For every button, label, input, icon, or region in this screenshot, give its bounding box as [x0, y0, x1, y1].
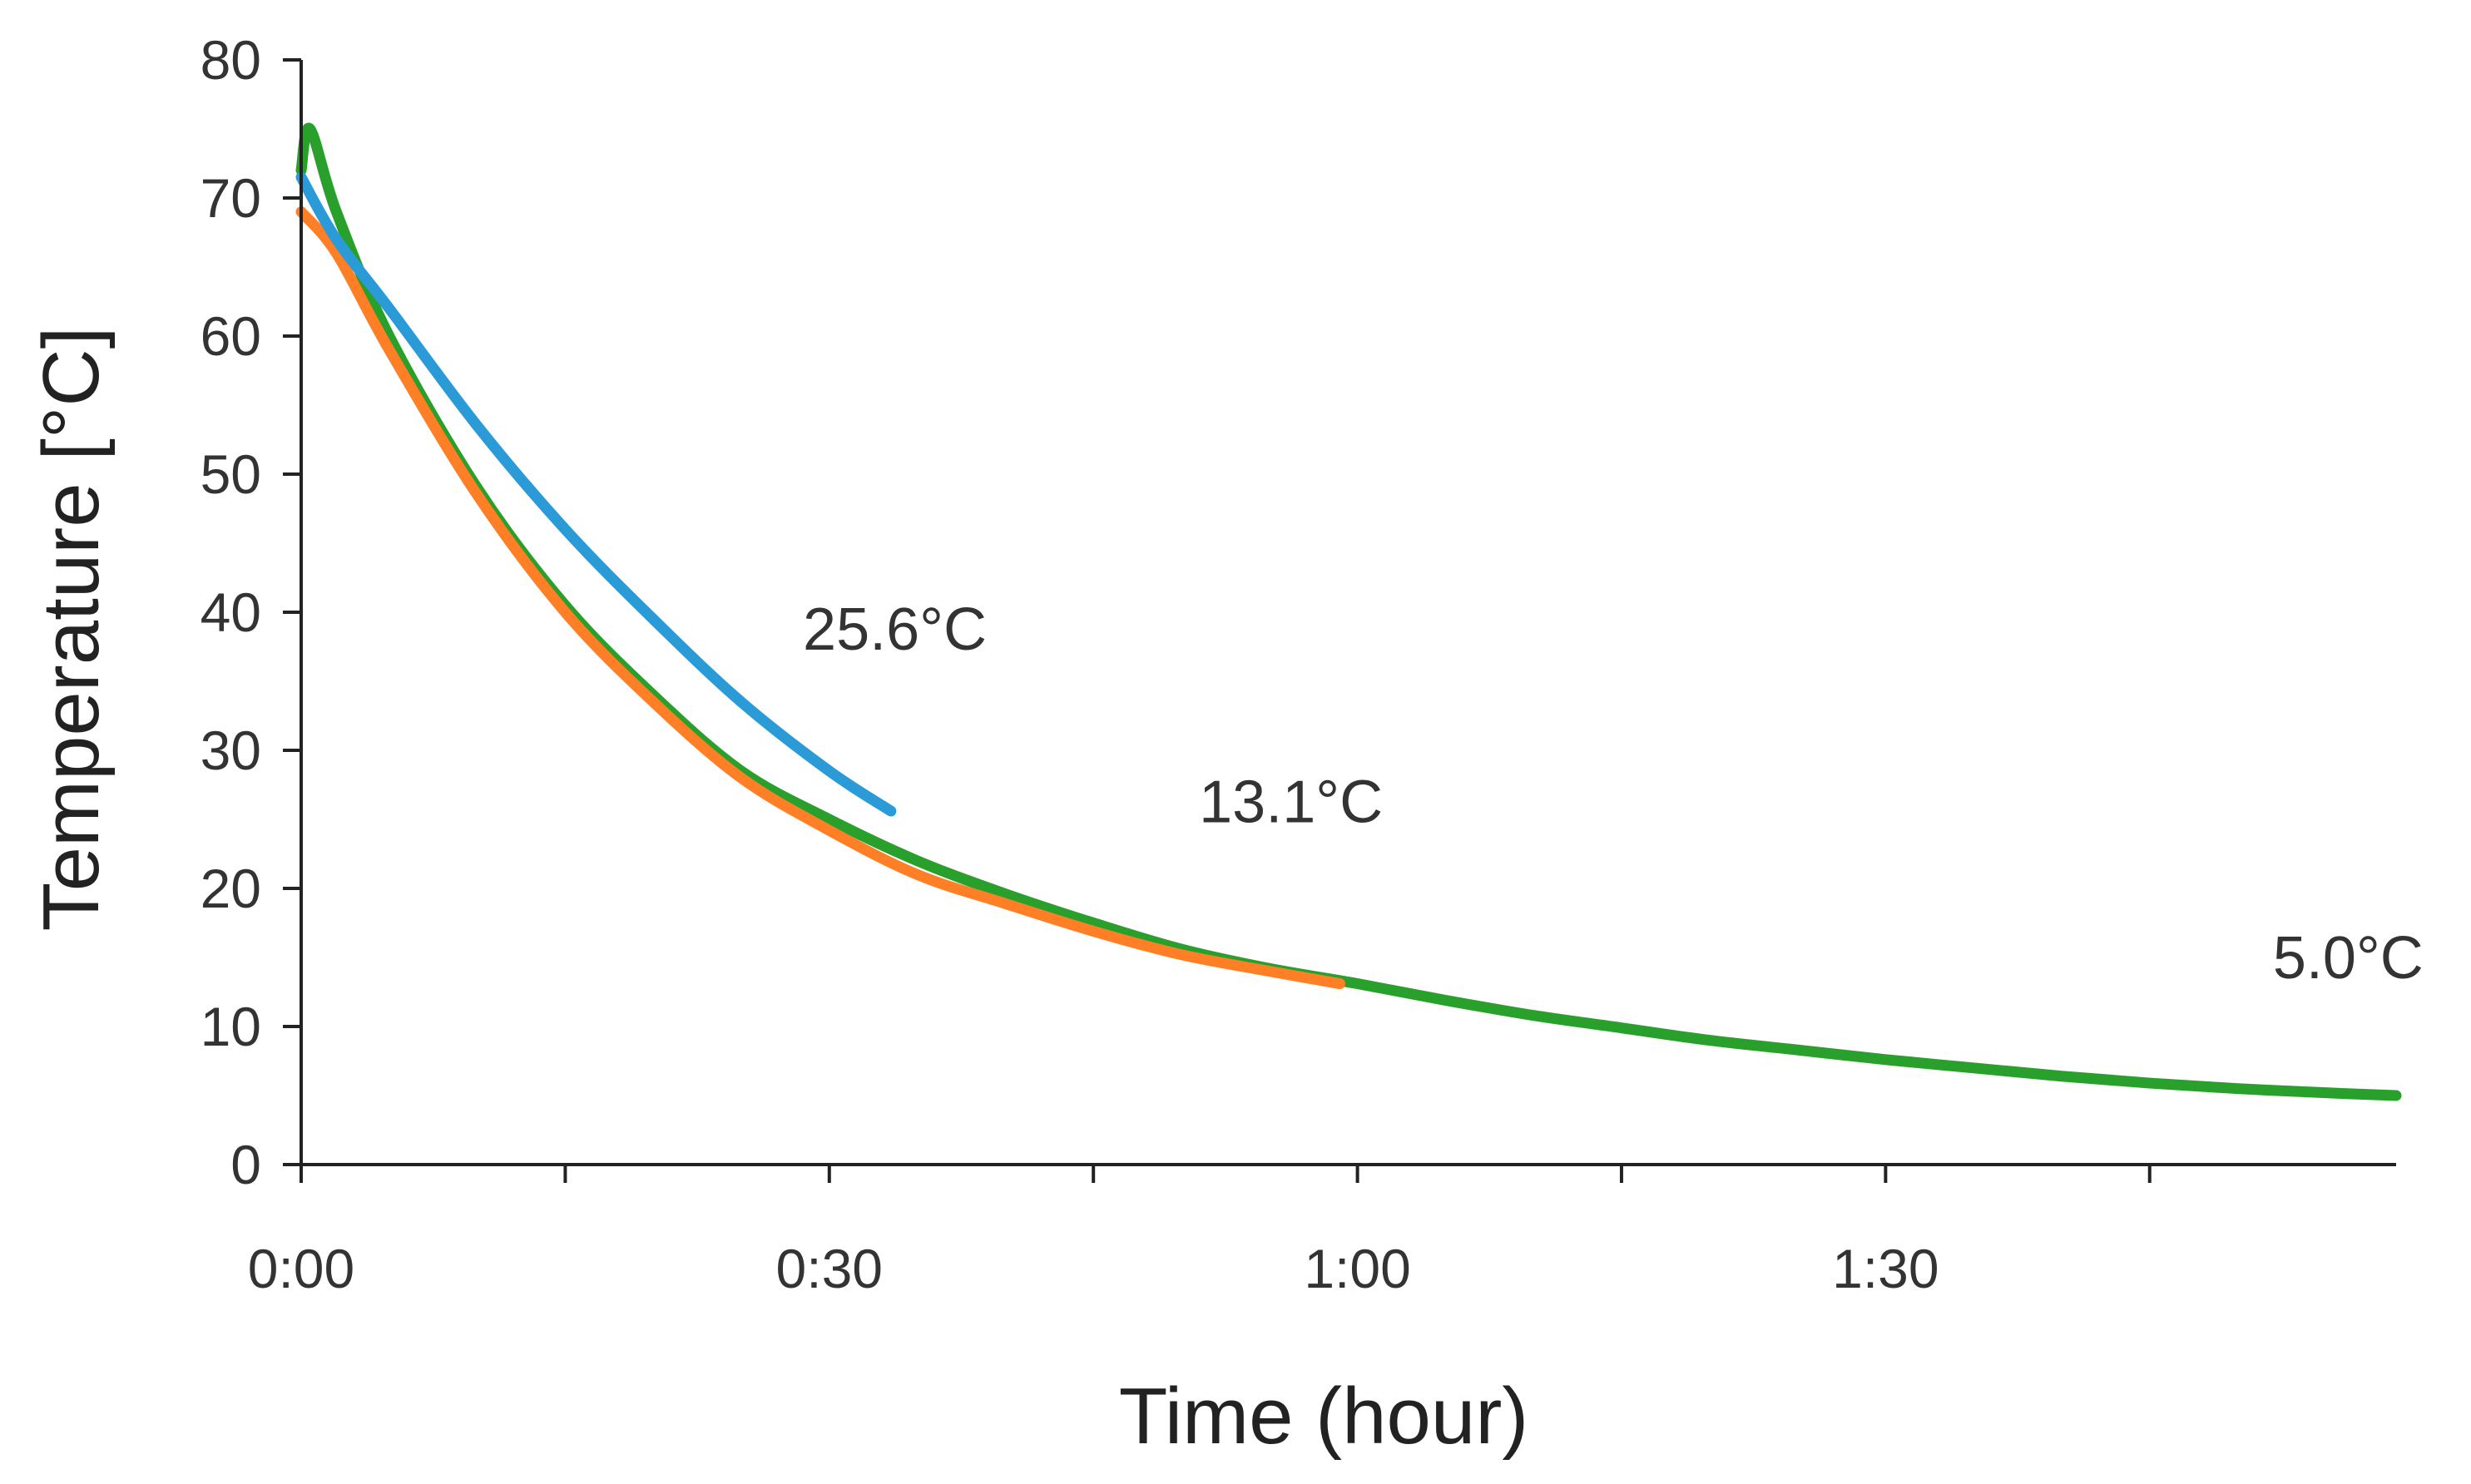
end-value-annotation: 25.6°C	[803, 596, 987, 663]
annotation-layer: 25.6°C 13.1°C 5.0°C	[803, 596, 2424, 992]
y-axis-ticks: 0 10 20 30 40 50 60 70 80	[201, 29, 301, 1195]
y-axis-title: Temperature [°C]	[27, 327, 116, 932]
x-tick-label: 1:30	[1832, 1238, 1939, 1299]
y-tick-label: 70	[201, 167, 261, 229]
x-tick-label: 0:30	[776, 1238, 883, 1299]
x-tick-label: 0:00	[248, 1238, 354, 1299]
end-value-annotation: 13.1°C	[1199, 769, 1383, 835]
series-line-3	[295, 171, 897, 817]
y-tick-label: 10	[201, 996, 261, 1057]
y-tick-label: 30	[201, 720, 261, 781]
series-layer	[295, 122, 2402, 1101]
end-value-annotation: 5.0°C	[2273, 925, 2424, 992]
y-tick-label: 80	[201, 29, 261, 91]
x-axis-ticks: 0:00 0:30 1:00 1:30	[248, 1165, 2152, 1299]
x-tick-label: 1:00	[1304, 1238, 1410, 1299]
y-tick-label: 20	[201, 858, 261, 919]
x-axis-title: Time (hour)	[1119, 1372, 1529, 1461]
series-line-2	[295, 206, 1345, 990]
y-tick-label: 40	[201, 581, 261, 643]
series-line-1	[295, 122, 2402, 1101]
y-tick-label: 0	[230, 1134, 261, 1195]
y-tick-label: 60	[201, 305, 261, 367]
y-tick-label: 50	[201, 443, 261, 505]
